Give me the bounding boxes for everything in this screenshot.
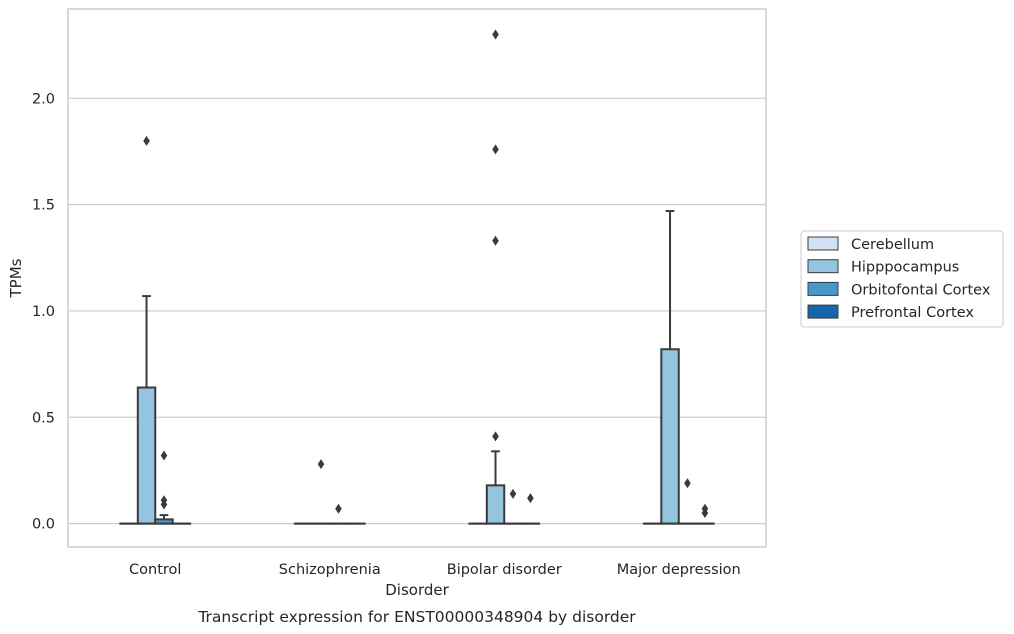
outlier-point (143, 135, 150, 146)
legend-frame (800, 230, 1004, 328)
box-hipppocampus (485, 484, 506, 525)
outlier-point (160, 450, 168, 461)
x-axis-label: Disorder (385, 581, 449, 599)
legend-swatch (807, 304, 839, 319)
outlier-point (335, 503, 342, 514)
y-tick-label: 0.0 (32, 517, 55, 533)
outlier-point (527, 493, 534, 504)
y-tick-label: 0.5 (32, 410, 55, 426)
outlier-point (492, 235, 499, 246)
y-tick-label: 2.0 (32, 91, 55, 107)
legend-swatch (807, 236, 839, 251)
legend-swatch (807, 259, 839, 274)
plot-outliers (143, 29, 709, 518)
outlier-point (701, 503, 709, 514)
x-tick-label: Bipolar disorder (447, 562, 562, 578)
x-tick-label: Schizophrenia (279, 562, 381, 578)
plot-boxes (119, 210, 715, 525)
y-tick-label: 1.0 (32, 304, 55, 320)
y-axis-label: TPMs (7, 258, 25, 298)
legend-swatch (807, 281, 839, 296)
outlier-point (684, 478, 691, 489)
x-tick-label: Control (129, 562, 181, 578)
legend-label: Cerebellum (851, 237, 934, 253)
legend-label: Hipppocampus (851, 260, 959, 276)
legend-label: Prefrontal Cortex (851, 305, 974, 321)
outlier-point (492, 29, 499, 40)
x-tick-label: Major depression (617, 562, 741, 578)
outlier-point (317, 459, 325, 470)
legend: Cerebellum Hipppocampus Orbitofontal Corte… (800, 230, 1004, 328)
y-tick-label: 1.5 (32, 198, 55, 214)
legend-label: Orbitofontal Cortex (851, 282, 991, 298)
box-hipppocampus (136, 386, 157, 525)
outlier-point (492, 431, 499, 442)
tick-labels: 0.0 0.5 1.0 1.5 2.0 Control Schizophrenia Bipol… (32, 91, 741, 578)
chart-caption: Transcript expression for ENST0000034890… (197, 608, 636, 626)
plot-frame (67, 8, 767, 548)
box-hipppocampus (660, 348, 680, 525)
outlier-point (160, 495, 168, 506)
outlier-point (509, 488, 517, 499)
outlier-point (492, 144, 499, 155)
